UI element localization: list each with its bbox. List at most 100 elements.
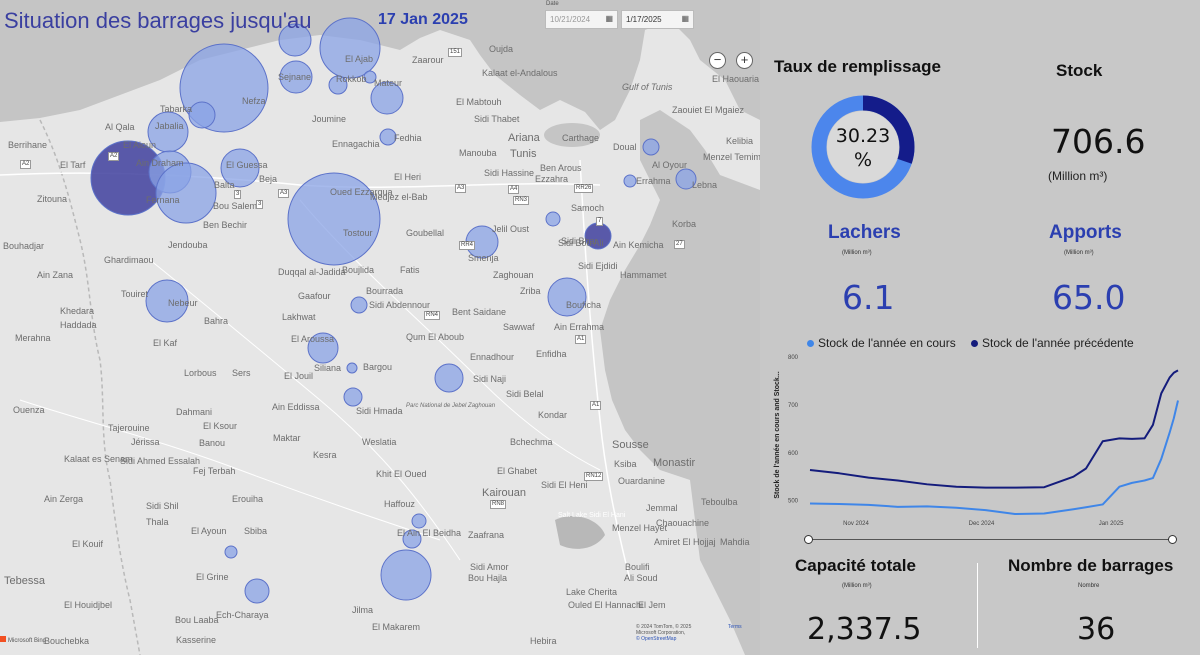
apports-title: Apports <box>1049 222 1122 243</box>
place-label: Balta <box>214 180 235 190</box>
apports-value: 65.0 <box>1052 278 1126 317</box>
road-marker: 151 <box>448 48 463 57</box>
terms-link[interactable]: Terms <box>728 624 742 630</box>
date-end-value: 1/17/2025 <box>626 15 662 24</box>
bubble-sidi-saad-2 <box>402 529 422 549</box>
donut-center <box>827 111 899 183</box>
capacite-title: Capacité totale <box>795 556 916 575</box>
place-label: Sidi Amor <box>470 562 509 572</box>
place-label: Mahdia <box>720 537 750 547</box>
bubble-kelibia <box>675 168 697 190</box>
place-label: Bahra <box>204 316 229 326</box>
place-label: Zaouiet El Mgaiez <box>672 105 745 115</box>
date-filter-caption: Date <box>546 1 559 7</box>
place-label: Ksiba <box>614 459 637 469</box>
place-label: Korba <box>672 219 697 229</box>
bubble-barbara <box>343 387 363 407</box>
place-label: El Tarf <box>60 160 86 170</box>
place-label: Bchechma <box>510 437 553 447</box>
place-label: Chaouachine <box>656 518 710 528</box>
road-marker: A2 <box>20 160 32 169</box>
place-label: Qum El Aboub <box>406 332 465 342</box>
place-label: Rokkob <box>336 74 367 84</box>
place-label: Tunis <box>510 148 537 160</box>
bubble-sidi-salem-2 <box>287 172 381 266</box>
place-label: Banou <box>199 438 226 448</box>
series-line-previous <box>809 369 1179 489</box>
x-tick-label: Dec 2024 <box>969 521 995 527</box>
place-label: El Grine <box>196 572 229 582</box>
map[interactable]: Oujda Zaarour Kalaat el-Andalous El Ajab… <box>0 0 760 655</box>
place-label: Lakhwat <box>282 312 316 322</box>
bubble-tine <box>379 128 397 146</box>
place-label: Merahna <box>15 333 51 343</box>
bubble-sidi-saad <box>380 549 432 601</box>
stock-line-chart[interactable]: 500 600 700 800 Stock de l'année en cours an… <box>770 352 1190 552</box>
place-label: Doual <box>613 142 637 152</box>
place-label: Ennagachia <box>332 139 380 149</box>
date-slider-handle-start[interactable] <box>804 535 813 544</box>
place-label: Fej Terbah <box>193 466 236 476</box>
place-label: Thala <box>146 517 169 527</box>
place-label: Al Oyour <box>652 160 688 170</box>
place-label: Manouba <box>459 148 497 158</box>
place-label: Ali Soud <box>624 573 658 583</box>
calendar-icon[interactable]: ▦ <box>605 14 613 23</box>
sea-north <box>0 0 760 130</box>
osm-link[interactable]: © OpenStreetMap <box>636 636 677 642</box>
bubble-sbiba <box>224 545 238 559</box>
place-label: Menzel Temime <box>703 152 760 162</box>
road-marker: A3 <box>278 189 290 198</box>
y-tick-label: 500 <box>788 499 799 505</box>
place-label: El Aioun <box>123 140 157 150</box>
road-marker: A1 <box>575 335 587 344</box>
road-marker: 7 <box>596 217 604 226</box>
place-label: Samoch <box>571 203 605 213</box>
place-label: Gaafour <box>298 291 331 301</box>
road-marker: A4 <box>508 185 520 194</box>
place-label: Menzel Hayet <box>612 523 668 533</box>
date-start-input[interactable]: 10/21/2024 ▦ <box>545 10 618 29</box>
place-label: Errahma <box>636 176 671 186</box>
lachers-unit: (Million m³) <box>842 250 872 256</box>
place-label: Salt Lake Sidi El Hani <box>558 512 626 519</box>
place-label: Lebna <box>692 180 718 190</box>
y-tick-label: 800 <box>788 355 799 361</box>
date-slider-handle-end[interactable] <box>1168 535 1177 544</box>
place-label: Lorbous <box>184 368 217 378</box>
place-label: Ain Draham <box>136 158 184 168</box>
road-marker: RN3 <box>513 196 530 205</box>
bubble-ghezala <box>328 75 348 95</box>
place-label: Sers <box>232 368 251 378</box>
place-label: Carthage <box>562 133 600 143</box>
bubble-bouhertma <box>188 101 216 129</box>
road-rn4 <box>149 259 461 561</box>
place-label: Bourrada <box>366 286 404 296</box>
legend-current[interactable]: Stock de l'année en cours <box>807 336 956 350</box>
place-label: Sidi Hmada <box>356 406 403 416</box>
bubble-kasseb <box>220 148 260 188</box>
road-rn12 <box>19 399 441 541</box>
zoom-out-button[interactable]: − <box>709 52 726 69</box>
date-end-input[interactable]: 1/17/2025 ▦ <box>621 10 694 29</box>
place-label: Smenja <box>468 253 499 263</box>
bubble-kasserine <box>244 578 270 604</box>
apports-unit: (Million m³) <box>1064 250 1094 256</box>
place-label: Bouchebka <box>44 636 90 646</box>
place-label: Sawwaf <box>503 322 535 332</box>
road-marker: RN4 <box>424 311 441 320</box>
place-label: Sidi Naji <box>473 374 507 384</box>
y-tick-label: 700 <box>788 403 799 409</box>
place-label: Ain Eddissa <box>272 402 320 412</box>
page-title: Situation des barrages jusqu'au <box>4 8 312 33</box>
legend-previous[interactable]: Stock de l'année précédente <box>971 336 1134 350</box>
place-label: Gulf of Tunis <box>622 82 673 92</box>
place-label: Sidi Bou Ali <box>558 238 604 248</box>
zoom-in-button[interactable]: + <box>736 52 753 69</box>
place-label: Ain Zana <box>37 270 74 280</box>
map-canvas <box>0 0 760 655</box>
calendar-icon[interactable]: ▦ <box>681 14 689 23</box>
bubble-small-1 <box>363 70 377 84</box>
road-marker: RN8 <box>490 500 507 509</box>
place-label: Ghardimaou <box>104 255 154 265</box>
